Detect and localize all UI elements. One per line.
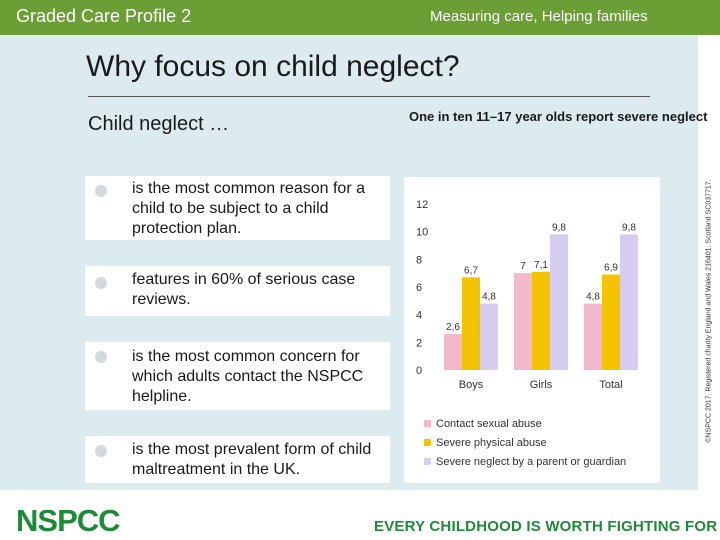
legend-label: Severe physical abuse (436, 437, 547, 449)
chart-caption: One in ten 11–17 year olds report severe… (409, 109, 708, 124)
deck-subtitle: Measuring care, Helping families (430, 8, 648, 25)
y-tick-label: 12 (416, 199, 428, 211)
bar (620, 234, 638, 370)
y-tick-label: 8 (416, 254, 422, 266)
bullet-text-2: features in 60% of serious case reviews. (132, 271, 356, 308)
bar (462, 277, 480, 370)
bar-value-label: 7,1 (534, 260, 548, 271)
bullet-box-2: features in 60% of serious case reviews. (85, 266, 390, 316)
legend-swatch (424, 458, 431, 465)
y-tick-label: 4 (416, 310, 422, 322)
chart-panel: 0 2 4 6 8 10 12 2,6 7 4,8 6,7 7,1 6,9 4,8 9,8 9,8 Boys… (404, 177, 660, 483)
bar-value-label: 4,8 (482, 292, 496, 303)
bullet-box-3: is the most common concern for which adu… (85, 342, 390, 410)
bullet-dot-icon (95, 445, 107, 457)
slide-title: Why focus on child neglect? (86, 50, 460, 83)
y-tick-label: 10 (416, 227, 428, 239)
bullet-box-4: is the most prevalent form of child malt… (85, 436, 390, 483)
bullet-dot-icon (95, 351, 107, 363)
y-tick-label: 2 (416, 337, 422, 349)
chart-svg: 0 2 4 6 8 10 12 2,6 7 4,8 6,7 7,1 6,9 4,8 9,8 9,8 Boys… (416, 199, 638, 468)
bar-value-label: 7 (520, 261, 526, 272)
bar (602, 274, 620, 370)
bar-value-label: 9,8 (552, 222, 566, 233)
legend-swatch (424, 439, 431, 446)
bullet-dot-icon (95, 277, 107, 289)
bar (444, 334, 462, 370)
bar (584, 303, 602, 370)
bullet-text-4: is the most prevalent form of child malt… (132, 441, 372, 478)
bullet-text-3: is the most common concern for which adu… (132, 348, 364, 405)
bar (550, 234, 568, 370)
bar-value-label: 4,8 (586, 292, 600, 303)
bar (480, 303, 498, 370)
nspcc-logo: NSPCC (16, 503, 121, 538)
y-tick-label: 6 (416, 282, 422, 294)
tagline: EVERY CHILDHOOD IS WORTH FIGHTING FOR (374, 518, 718, 535)
top-bar: Graded Care Profile 2 Measuring care, He… (0, 0, 720, 35)
legend-swatch (424, 420, 431, 427)
category-label: Total (599, 379, 622, 391)
section-heading: Child neglect … (88, 113, 230, 135)
bar-value-label: 6,9 (604, 263, 618, 274)
bullet-box-1: is the most common reason for a child to… (85, 176, 390, 240)
category-label: Girls (530, 379, 553, 391)
bullet-dot-icon (95, 185, 107, 197)
y-tick-label: 0 (416, 365, 422, 377)
legend-label: Contact sexual abuse (436, 418, 542, 430)
bar (514, 273, 532, 370)
title-divider (88, 96, 650, 97)
category-label: Boys (459, 379, 484, 391)
bar (532, 271, 550, 370)
bar-value-label: 6,7 (464, 265, 478, 276)
bar-value-label: 2,6 (446, 322, 460, 333)
deck-title: Graded Care Profile 2 (16, 6, 192, 26)
legal-notice: ©NSPCC 2017. Registered charity England … (705, 179, 713, 443)
bullet-text-1: is the most common reason for a child to… (132, 180, 365, 237)
legend-label: Severe neglect by a parent or guardian (436, 456, 626, 468)
bar-value-label: 9,8 (622, 222, 636, 233)
